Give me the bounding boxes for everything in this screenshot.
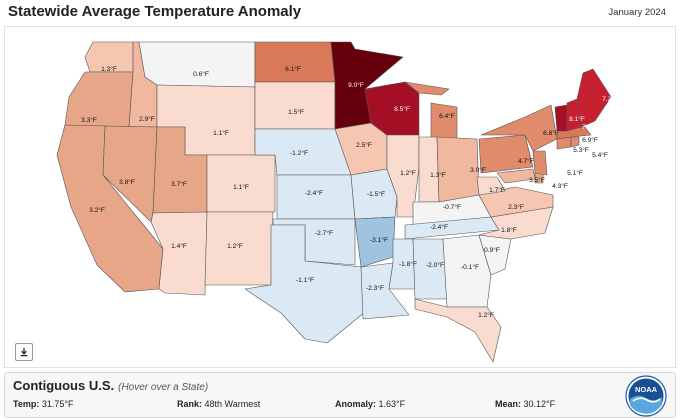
state-label-ok: -2.7°F — [315, 229, 333, 237]
stat-anomaly: Anomaly: 1.63°F — [335, 399, 406, 409]
date-label: January 2024 — [608, 7, 666, 18]
state-label-mi: 6.4°F — [439, 112, 455, 120]
state-label-vt: 8.1°F — [569, 115, 585, 123]
state-label-wa: 1.3°F — [101, 65, 117, 73]
state-nj[interactable] — [532, 150, 548, 176]
info-title: Contiguous U.S. — [13, 378, 115, 393]
state-label-ct: 5.3°F — [573, 146, 589, 154]
state-label-mo: -1.5°F — [367, 190, 385, 198]
state-label-or: 3.3°F — [81, 116, 97, 124]
state-label-ut: 3.7°F — [171, 180, 187, 188]
mean-value: 30.12°F — [523, 399, 556, 409]
state-label-pa: 4.7°F — [518, 157, 534, 165]
state-ga[interactable] — [442, 234, 492, 308]
anomaly-value: 1.63°F — [378, 399, 406, 409]
state-ri[interactable] — [570, 136, 580, 148]
rank-value: 48th Warmest — [204, 399, 261, 409]
state-label-ky: -0.7°F — [443, 203, 461, 211]
us-map: 1.3°F 3.3°F 3.2°F 2.9°F 3.8°F 0.6°F 1.1°F 3.7°F… — [56, 41, 618, 363]
state-label-nd: 6.1°F — [285, 65, 301, 73]
state-va[interactable] — [478, 186, 554, 218]
state-label-in: 1.3°F — [430, 171, 446, 179]
state-label-ks: -2.4°F — [305, 189, 323, 197]
state-ks[interactable] — [276, 174, 356, 220]
state-label-oh: 3.0°F — [470, 166, 486, 174]
state-label-ma: 6.9°F — [582, 136, 598, 144]
state-label-ny: 6.8°F — [543, 129, 559, 137]
state-label-az: 1.4°F — [171, 242, 187, 250]
temp-value: 31.75°F — [41, 399, 74, 409]
state-label-tn: -2.4°F — [430, 223, 448, 231]
state-label-il: 1.2°F — [400, 169, 416, 177]
state-label-sd: 1.5°F — [288, 108, 304, 116]
state-label-de: 4.3°F — [552, 182, 568, 190]
state-me[interactable] — [576, 68, 612, 128]
state-co[interactable] — [206, 154, 276, 213]
state-nd[interactable] — [254, 41, 336, 83]
state-label-va: 2.3°F — [508, 203, 524, 211]
state-mo[interactable] — [350, 168, 398, 220]
state-label-ri: 5.4°F — [592, 151, 608, 159]
state-label-ar: -3.1°F — [370, 236, 388, 244]
state-mt[interactable] — [138, 41, 256, 88]
state-la[interactable] — [360, 262, 410, 320]
state-label-la: -2.3°F — [366, 284, 384, 292]
state-label-ga: -0.1°F — [461, 263, 479, 271]
map-frame: 1.3°F 3.3°F 3.2°F 2.9°F 3.8°F 0.6°F 1.1°F 3.7°F… — [4, 26, 676, 389]
noaa-logo: NOAA — [625, 375, 667, 417]
state-label-wi: 8.5°F — [394, 105, 410, 113]
state-label-co: 1.1°F — [233, 183, 249, 191]
state-label-nc: 1.8°F — [501, 226, 517, 234]
state-tx[interactable] — [244, 224, 366, 344]
state-label-nv: 3.8°F — [119, 178, 135, 186]
state-label-nj: 5.1°F — [567, 169, 583, 177]
download-button[interactable] — [15, 343, 33, 361]
state-label-me: 7.2°F — [602, 95, 618, 103]
state-pa[interactable] — [478, 134, 534, 174]
state-label-ia: 2.5°F — [356, 141, 372, 149]
state-label-ne: -1.2°F — [290, 149, 308, 157]
stat-rank: Rank: 48th Warmest — [177, 399, 261, 409]
state-label-md: 3.5°F — [529, 176, 545, 184]
state-label-nm: 1.2°F — [227, 242, 243, 250]
info-hint: (Hover over a State) — [118, 382, 209, 393]
state-label-ms: -1.8°F — [399, 260, 417, 268]
state-al[interactable] — [412, 238, 448, 300]
state-label-ca: 3.2°F — [89, 206, 105, 214]
state-in[interactable] — [418, 136, 440, 203]
state-label-fl: 1.2°F — [478, 311, 494, 319]
stat-temp: Temp: 31.75°F — [13, 399, 74, 409]
state-label-tx: -1.1°F — [296, 276, 314, 284]
state-label-id: 2.9°F — [139, 115, 155, 123]
state-ms[interactable] — [388, 238, 416, 290]
state-fl[interactable] — [414, 298, 502, 363]
state-label-nh: 7.7°F — [582, 123, 598, 131]
state-label-sc: 0.9°F — [484, 246, 500, 254]
state-label-wv: 1.7°F — [489, 186, 505, 194]
svg-text:NOAA: NOAA — [635, 385, 658, 394]
state-label-al: -2.0°F — [426, 261, 444, 269]
state-sd[interactable] — [254, 81, 336, 130]
state-label-mn: 9.0°F — [348, 81, 364, 89]
state-vt[interactable] — [554, 104, 568, 132]
download-icon — [20, 348, 28, 357]
stat-mean: Mean: 30.12°F — [495, 399, 556, 409]
state-label-wy: 1.1°F — [213, 129, 229, 137]
page-title: Statewide Average Temperature Anomaly — [8, 3, 302, 20]
state-label-mt: 0.6°F — [193, 70, 209, 78]
state-or[interactable] — [64, 71, 134, 128]
state-wv[interactable] — [476, 176, 506, 196]
info-panel: Contiguous U.S. (Hover over a State) Temp… — [4, 372, 676, 418]
